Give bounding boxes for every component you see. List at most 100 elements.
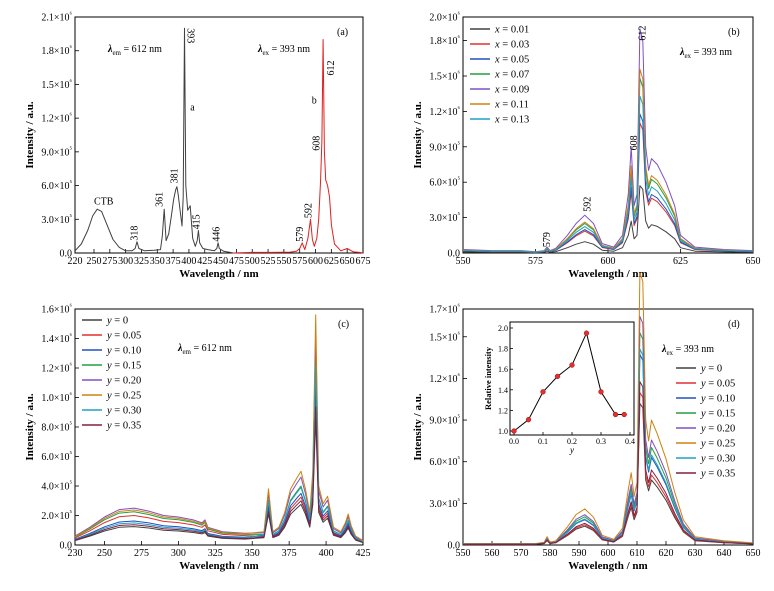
panel-a-curve-a-label: a bbox=[190, 102, 195, 113]
panel-a-excitation-line bbox=[74, 27, 234, 254]
panel-a-x-tick-label: 425 bbox=[197, 256, 212, 267]
panel-d-legend-entry: y = 0.10 bbox=[700, 394, 735, 405]
panel-c-legend-entry: y = 0.10 bbox=[106, 346, 141, 357]
panel-d-y-tick-label: 0.0 bbox=[448, 541, 461, 552]
panel-d-x-tick-label: 600 bbox=[601, 548, 616, 559]
panel-d-x-tick-label: 590 bbox=[572, 548, 587, 559]
panel-c-axes: 230 250 275 300 325 350 375 400 425 0.0 2.0×10⁵ 4.0… bbox=[24, 303, 371, 573]
inset-x-tick-label: 0.1 bbox=[538, 437, 548, 446]
panel-a-x-tick-label: 300 bbox=[118, 256, 133, 267]
inset-point bbox=[583, 330, 590, 336]
panel-a-x-tick-label: 600 bbox=[308, 256, 323, 267]
panel-a-x-tick-label: 375 bbox=[166, 256, 181, 267]
panel-c-x-tick-label: 250 bbox=[97, 548, 112, 559]
panel-d-legend-entry: y = 0 bbox=[700, 364, 722, 375]
inset-point bbox=[554, 373, 561, 380]
panel-c-y-tick-label: 6.0×10⁵ bbox=[41, 450, 72, 463]
panel-a-ex-label: λex = 393 nm bbox=[257, 44, 310, 57]
panel-a-x-tick-label: 350 bbox=[150, 256, 165, 267]
panel-a-x-tick-label: 250 bbox=[86, 256, 101, 267]
panel-a-y-tick-label: 1.8×10⁶ bbox=[41, 44, 72, 57]
panel-d-legend-entry: y = 0.35 bbox=[700, 469, 735, 480]
panel-a-peak-label: 318 bbox=[130, 226, 141, 241]
panel-c-y-tick-label: 1.4×10⁶ bbox=[41, 332, 72, 345]
inset-x-axis-label: y bbox=[569, 445, 574, 455]
panel-b-legend-entry: x = 0.01 bbox=[494, 25, 529, 36]
panel-a-emission-line bbox=[233, 39, 364, 254]
inset-point bbox=[525, 417, 532, 423]
panel-d-x-tick-label: 550 bbox=[456, 548, 471, 559]
panel-d-legend-entry: y = 0.25 bbox=[700, 439, 735, 450]
inset-x-tick-label: 0.4 bbox=[625, 437, 635, 446]
panel-b-y-tick-label: 2.0×10⁶ bbox=[429, 11, 460, 24]
panel-b-x-tick-label: 625 bbox=[673, 256, 688, 267]
panel-c-x-tick-label: 425 bbox=[356, 548, 371, 559]
inset-point bbox=[612, 411, 619, 418]
inset-y-tick-label: 1.2 bbox=[498, 406, 508, 415]
panel-c-y-tick-label: 4.0×10⁵ bbox=[41, 480, 72, 493]
inset-point bbox=[569, 362, 575, 368]
panel-c-legend-entry: y = 0 bbox=[106, 316, 128, 327]
panel-c-y-tick-label: 1.2×10⁶ bbox=[41, 362, 72, 375]
inset-line bbox=[513, 331, 625, 432]
panel-b-series-line bbox=[462, 122, 754, 253]
panel-c-series-line bbox=[74, 365, 364, 542]
panel-c-legend-entry: y = 0.05 bbox=[106, 331, 141, 342]
panel-d-legend-entry: y = 0.15 bbox=[700, 409, 735, 420]
inset-point bbox=[598, 389, 604, 395]
panel-d-y-tick-label: 9.0×10⁵ bbox=[429, 414, 460, 427]
panel-b-peak-label: 592 bbox=[583, 197, 594, 212]
inset-y-tick-label: 1.4 bbox=[498, 386, 508, 395]
panel-b-legend-entry: x = 0.07 bbox=[494, 70, 529, 81]
panel-d-x-tick-label: 610 bbox=[630, 548, 645, 559]
panel-d-legend-entry: y = 0.30 bbox=[700, 454, 735, 465]
panel-b-x-axis-label: Wavelength / nm bbox=[568, 268, 647, 280]
panel-d-series-line bbox=[463, 272, 754, 545]
inset-x-tick-label: 0.3 bbox=[596, 437, 606, 446]
panel-d-x-tick-label: 630 bbox=[688, 548, 703, 559]
panel-a-x-tick-label: 675 bbox=[356, 256, 371, 267]
panel-d-series-line bbox=[463, 381, 754, 545]
panel-b-peak-label: 579 bbox=[542, 232, 553, 247]
panel-a-x-tick-label: 275 bbox=[102, 256, 117, 267]
panel-d-label: (d) bbox=[728, 319, 740, 330]
panel-c-y-tick-label: 1.6×10⁶ bbox=[41, 303, 72, 316]
panel-c-legend-entry: y = 0.15 bbox=[106, 361, 141, 372]
panel-a-x-tick-label: 575 bbox=[292, 256, 307, 267]
panel-d-ex-label: λex = 393 nm bbox=[661, 344, 714, 357]
panel-d-legend-entry: y = 0.20 bbox=[700, 424, 735, 435]
panel-b-legend-entry: x = 0.05 bbox=[494, 55, 529, 66]
panel-a-peak-label: 608 bbox=[311, 136, 322, 151]
panel-c-series-line bbox=[74, 417, 364, 544]
panel-b-x-tick-label: 600 bbox=[601, 256, 616, 267]
panel-b-legend-entry: x = 0.09 bbox=[494, 85, 529, 96]
panel-a-x-tick-label: 220 bbox=[68, 256, 83, 267]
panel-b-legend-entry: x = 0.13 bbox=[494, 115, 529, 126]
panel-a-x-tick-label: 625 bbox=[324, 256, 339, 267]
panel-c-series-line bbox=[74, 314, 364, 542]
panel-c-x-tick-label: 300 bbox=[171, 548, 186, 559]
panel-b-ex-label: λex = 393 nm bbox=[679, 47, 732, 60]
panel-c-y-tick-label: 8.0×10⁵ bbox=[41, 421, 72, 434]
panel-d-x-axis-label: Wavelength / nm bbox=[568, 560, 647, 572]
panel-b-y-tick-label: 1.8×10⁶ bbox=[429, 34, 460, 47]
panel-b-y-tick-label: 9.0×10⁵ bbox=[429, 140, 460, 153]
panel-c-series-line bbox=[74, 383, 364, 543]
panel-c-x-tick-label: 230 bbox=[68, 548, 83, 559]
panel-a-ctb-label: CTB bbox=[94, 197, 114, 208]
panel-c-series-line bbox=[74, 406, 364, 543]
panel-a-y-tick-label: 6.0×10⁵ bbox=[41, 179, 72, 192]
panel-b-y-axis-label: Intensity / a.u. bbox=[412, 101, 424, 168]
inset-y-tick-label: 1.0 bbox=[498, 427, 508, 436]
panel-c-y-tick-label: 1.0×10⁶ bbox=[41, 391, 72, 404]
panel-b-peak-label: 608 bbox=[629, 135, 640, 150]
panel-a-y-tick-label: 2.1×10⁶ bbox=[41, 11, 72, 24]
inset-point bbox=[511, 428, 517, 434]
panel-c-x-tick-label: 400 bbox=[319, 548, 334, 559]
panel-c-x-tick-label: 275 bbox=[134, 548, 149, 559]
panel-a-label: (a) bbox=[337, 27, 348, 38]
panel-a-em-label: λem = 612 nm bbox=[107, 44, 162, 57]
panel-d-y-tick-label: 6.0×10⁵ bbox=[429, 455, 460, 468]
panel-a-x-tick-label: 450 bbox=[213, 256, 228, 267]
